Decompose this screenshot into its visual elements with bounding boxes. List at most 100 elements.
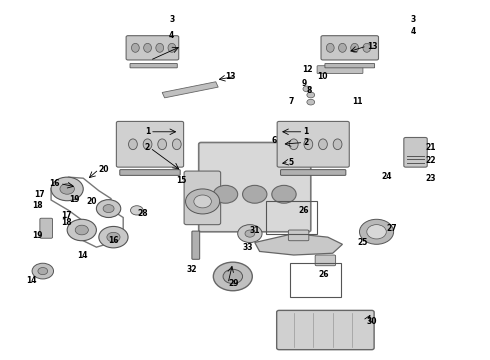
Circle shape	[243, 185, 267, 203]
Circle shape	[307, 99, 315, 105]
FancyBboxPatch shape	[315, 255, 336, 266]
Ellipse shape	[131, 43, 139, 52]
Ellipse shape	[158, 139, 167, 150]
Polygon shape	[162, 82, 218, 98]
FancyBboxPatch shape	[288, 230, 309, 241]
Text: 26: 26	[298, 206, 309, 215]
Ellipse shape	[318, 139, 327, 150]
FancyBboxPatch shape	[192, 231, 200, 259]
FancyBboxPatch shape	[116, 121, 184, 167]
Circle shape	[130, 206, 143, 215]
Circle shape	[245, 230, 255, 237]
Circle shape	[67, 219, 97, 241]
Text: 4: 4	[411, 27, 416, 36]
Circle shape	[97, 200, 121, 217]
Ellipse shape	[128, 139, 137, 150]
FancyBboxPatch shape	[321, 36, 378, 60]
Text: 20: 20	[99, 165, 109, 174]
Text: 6: 6	[272, 136, 277, 145]
Text: 16: 16	[49, 179, 60, 188]
FancyBboxPatch shape	[40, 218, 52, 238]
Text: 33: 33	[243, 243, 253, 252]
FancyBboxPatch shape	[317, 66, 363, 73]
FancyBboxPatch shape	[325, 64, 374, 68]
Text: 31: 31	[250, 225, 260, 234]
Text: 1: 1	[303, 127, 309, 136]
Circle shape	[272, 185, 296, 203]
Text: 21: 21	[425, 143, 436, 152]
Text: 32: 32	[187, 265, 197, 274]
FancyBboxPatch shape	[199, 143, 311, 232]
Circle shape	[99, 226, 128, 248]
FancyBboxPatch shape	[277, 121, 349, 167]
Ellipse shape	[339, 43, 346, 52]
Text: 5: 5	[289, 158, 294, 167]
Ellipse shape	[351, 43, 359, 52]
Circle shape	[194, 195, 211, 208]
Circle shape	[103, 204, 114, 213]
FancyBboxPatch shape	[130, 64, 177, 68]
Circle shape	[213, 262, 252, 291]
Circle shape	[213, 185, 238, 203]
Text: 2: 2	[303, 138, 309, 147]
Text: 18: 18	[61, 219, 72, 228]
Circle shape	[51, 177, 83, 201]
FancyBboxPatch shape	[277, 310, 374, 350]
Ellipse shape	[304, 139, 313, 150]
Circle shape	[238, 225, 262, 243]
Ellipse shape	[168, 43, 176, 52]
Text: 1: 1	[145, 127, 150, 136]
FancyBboxPatch shape	[281, 170, 346, 175]
Text: 3: 3	[169, 15, 174, 24]
Circle shape	[186, 189, 220, 214]
Ellipse shape	[289, 139, 298, 150]
Text: 22: 22	[425, 156, 436, 165]
Circle shape	[307, 92, 315, 98]
Text: 23: 23	[425, 174, 436, 183]
Ellipse shape	[363, 43, 371, 52]
Circle shape	[32, 263, 53, 279]
Text: 28: 28	[138, 210, 148, 219]
Text: 10: 10	[317, 72, 328, 81]
Ellipse shape	[144, 43, 151, 52]
Text: 14: 14	[77, 251, 87, 260]
Ellipse shape	[326, 43, 334, 52]
Polygon shape	[255, 234, 343, 255]
Text: 30: 30	[367, 316, 377, 325]
Ellipse shape	[333, 139, 342, 150]
Text: 29: 29	[228, 279, 239, 288]
Text: 27: 27	[386, 224, 397, 233]
Text: 8: 8	[307, 86, 312, 95]
Ellipse shape	[156, 43, 164, 52]
Circle shape	[60, 184, 74, 194]
Text: 25: 25	[357, 238, 368, 247]
Text: 15: 15	[176, 176, 187, 185]
Text: 20: 20	[86, 197, 97, 206]
Text: 24: 24	[381, 172, 392, 181]
FancyBboxPatch shape	[404, 138, 427, 167]
Text: 3: 3	[411, 15, 416, 24]
Text: 4: 4	[169, 31, 174, 40]
Text: 17: 17	[61, 211, 72, 220]
FancyBboxPatch shape	[120, 170, 180, 175]
Ellipse shape	[143, 139, 152, 150]
Text: 26: 26	[318, 270, 329, 279]
Circle shape	[303, 86, 311, 92]
Text: 16: 16	[109, 236, 119, 245]
Text: 7: 7	[288, 97, 294, 106]
Circle shape	[367, 225, 386, 239]
FancyBboxPatch shape	[126, 36, 179, 60]
Circle shape	[107, 232, 120, 242]
Text: 18: 18	[32, 201, 43, 210]
Text: 12: 12	[302, 65, 313, 74]
Text: 13: 13	[225, 72, 235, 81]
Circle shape	[38, 267, 48, 275]
Text: 13: 13	[367, 41, 377, 50]
Text: 19: 19	[70, 195, 80, 204]
Circle shape	[223, 269, 243, 284]
Text: 11: 11	[352, 97, 363, 106]
Circle shape	[75, 225, 88, 235]
FancyBboxPatch shape	[184, 171, 220, 225]
Text: 19: 19	[32, 231, 43, 240]
Ellipse shape	[172, 139, 181, 150]
